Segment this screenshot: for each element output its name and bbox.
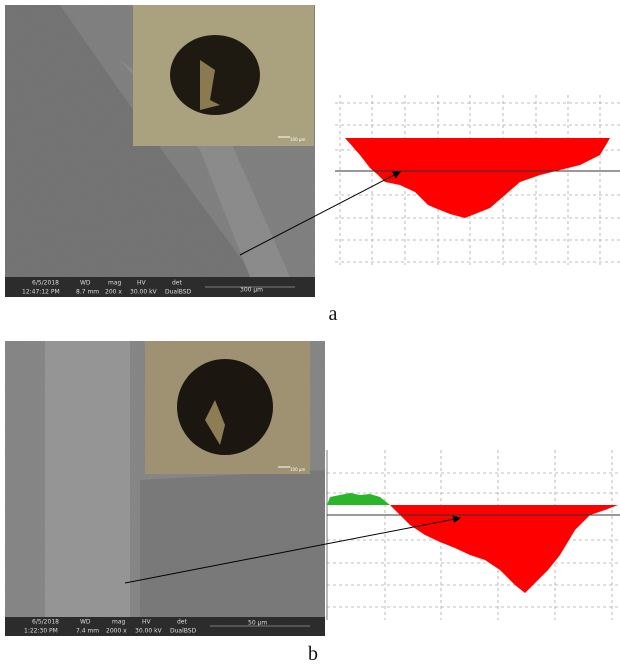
- info-mag: 200 x: [105, 289, 122, 296]
- panel-label: b: [308, 643, 318, 664]
- info-scale: 50 μm: [248, 620, 267, 627]
- info-hv: 30.00 kV: [135, 628, 163, 635]
- info-time: 1:22:30 PM: [24, 628, 58, 635]
- info-det: DualBSD: [170, 628, 197, 635]
- info-bar-b: 6/5/2018 1:22:30 PM WD 7.4 mm mag 2000 x…: [5, 617, 325, 636]
- info-wd: 7.4 mm: [76, 628, 99, 635]
- info-det-label: det: [177, 619, 188, 626]
- info-mag: 2000 x: [106, 628, 127, 635]
- info-scale: 300 μm: [240, 287, 263, 294]
- panel-label: a: [329, 303, 338, 325]
- info-mag-label: mag: [108, 280, 122, 287]
- info-wd: 8.7 mm: [76, 289, 99, 296]
- info-time: 12:47:12 PM: [22, 289, 60, 296]
- profile-area-b: [390, 505, 618, 593]
- info-hv: 30.00 kV: [130, 289, 158, 296]
- info-hv-label: HV: [142, 619, 152, 626]
- sem-image-b: 100 μm: [5, 341, 325, 617]
- info-date: 6/5/2018: [32, 619, 59, 626]
- arrow-b: [124, 515, 461, 584]
- info-mag-label: mag: [112, 619, 126, 626]
- arrow-a: [239, 171, 401, 256]
- info-bar-a: 6/5/2018 12:47:12 PM WD 8.7 mm mag 200 x…: [5, 277, 315, 297]
- inset-scale: 100 μm: [290, 137, 305, 142]
- profile-area-a: [345, 138, 610, 218]
- profile-peak-b: [327, 493, 390, 505]
- inset-scale: 100 μm: [290, 467, 305, 472]
- info-wd-label: WD: [80, 619, 91, 626]
- info-date: 6/5/2018: [32, 280, 59, 287]
- sem-image-a: 100 μm: [5, 5, 315, 277]
- info-det: DualBSD: [165, 289, 192, 296]
- info-wd-label: WD: [80, 280, 91, 287]
- info-det-label: det: [172, 280, 183, 287]
- info-hv-label: HV: [137, 280, 147, 287]
